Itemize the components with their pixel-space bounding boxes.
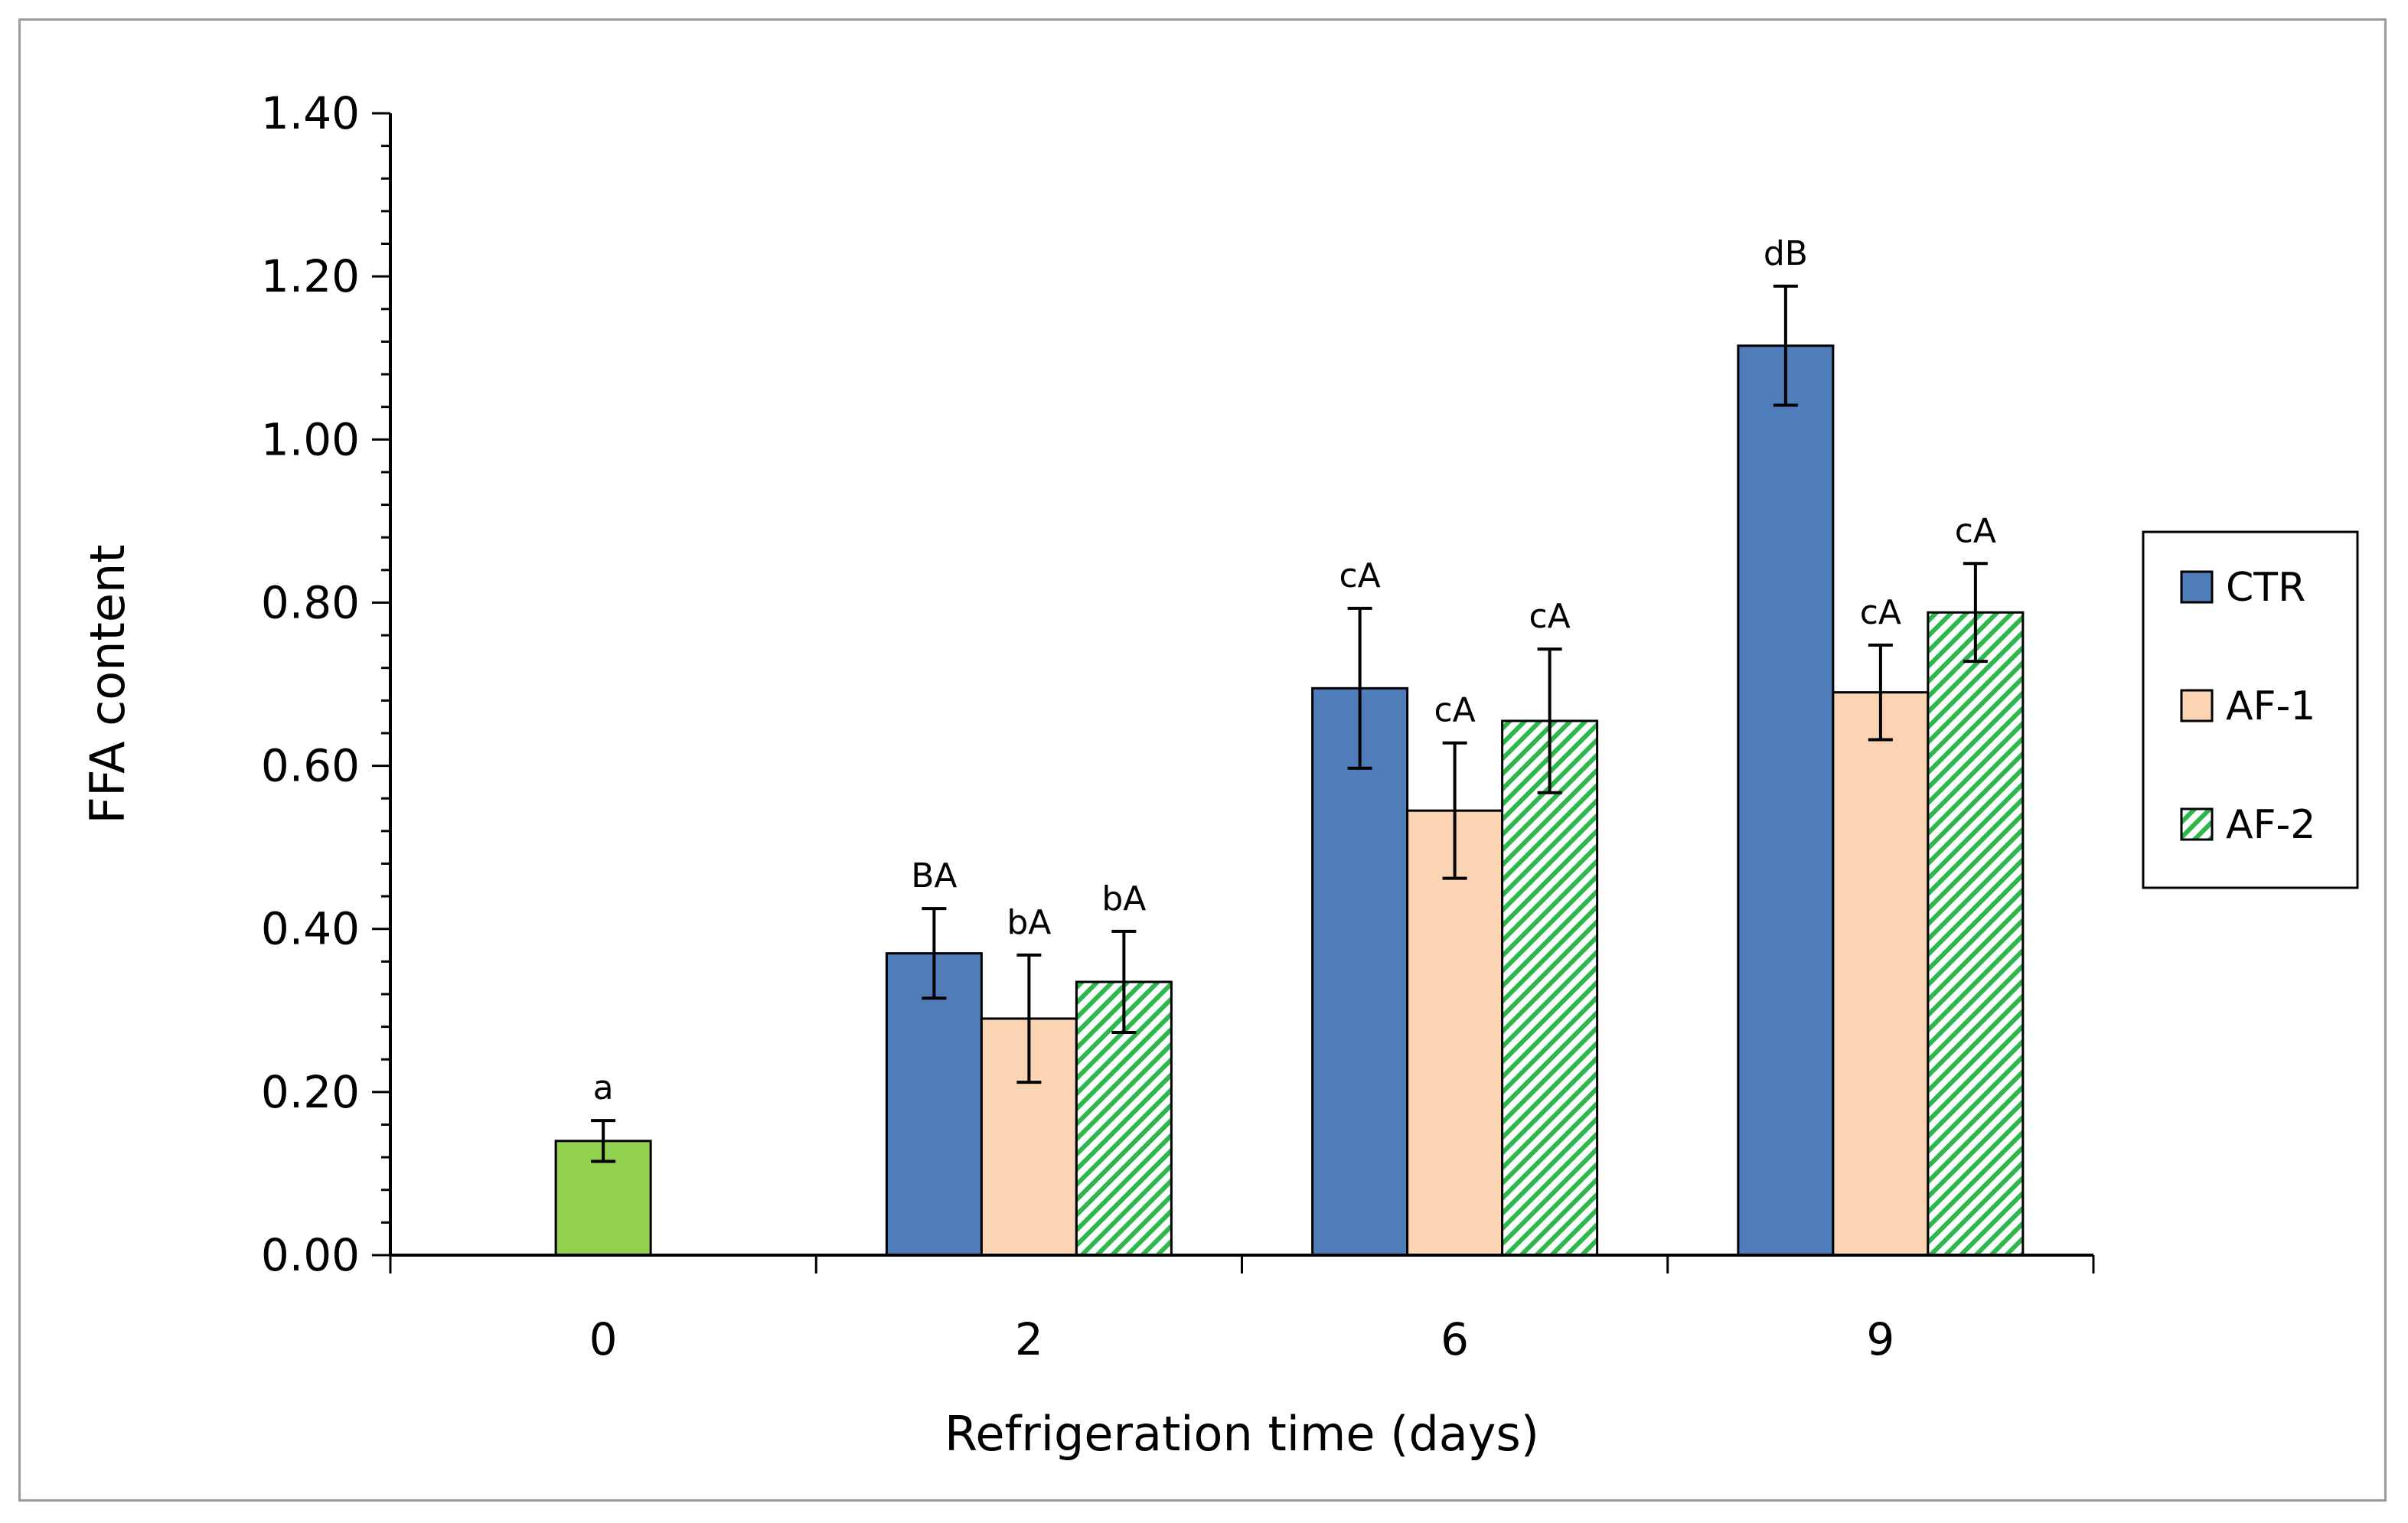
y-tick-label: 1.40 <box>261 87 360 139</box>
x-tick-label-day0: 0 <box>589 1313 618 1365</box>
error-bar-ctr-day2 <box>922 907 947 1000</box>
sig-label-ctr-day6: cA <box>1339 556 1380 595</box>
sig-label-af1-day6: cA <box>1434 691 1475 730</box>
y-tick-label: 1.00 <box>261 413 360 465</box>
sig-label-af1-day9: cA <box>1860 593 1901 632</box>
legend-swatch-af2 <box>2180 807 2214 841</box>
error-bar-af2-day2 <box>1111 929 1137 1035</box>
y-axis-title: FFA content <box>80 544 135 823</box>
sig-label-ctr-day9: dB <box>1764 234 1808 273</box>
error-bar-ctr-day6 <box>1347 606 1372 770</box>
x-tick-label-day6: 6 <box>1441 1313 1469 1365</box>
legend-swatch-af1 <box>2180 689 2214 722</box>
y-tick-label: 0.40 <box>261 903 360 955</box>
bar-af2-day9 <box>1927 611 2025 1257</box>
error-bar-ctr-day9 <box>1773 284 1798 407</box>
sig-label-af1-day2: bA <box>1007 903 1051 942</box>
sig-label-day0-initial: a <box>593 1068 614 1107</box>
error-bar-af2-day9 <box>1963 562 1988 664</box>
x-tick-label-day2: 2 <box>1015 1313 1043 1365</box>
sig-label-af2-day9: cA <box>1955 511 1996 550</box>
bar-ctr-day6 <box>1311 686 1409 1257</box>
bar-ctr-day9 <box>1737 344 1835 1257</box>
bar-af2-day6 <box>1501 719 1599 1257</box>
y-tick-label: 0.00 <box>261 1229 360 1281</box>
legend-box <box>2142 530 2359 889</box>
error-bar-af2-day6 <box>1537 647 1562 794</box>
error-bar-af1-day9 <box>1868 643 1893 742</box>
bar-ctr-day2 <box>885 952 983 1257</box>
legend-label-af1: AF-1 <box>2226 683 2315 729</box>
y-tick-label: 0.20 <box>261 1066 360 1118</box>
y-tick-label: 1.20 <box>261 250 360 302</box>
sig-label-ctr-day2: BA <box>911 856 957 895</box>
y-tick-label: 0.60 <box>261 740 360 792</box>
legend-label-af2: AF-2 <box>2226 802 2315 848</box>
legend-label-ctr: CTR <box>2226 565 2305 611</box>
x-axis-title: Refrigeration time (days) <box>945 1406 1539 1462</box>
error-bar-af1-day6 <box>1442 741 1467 880</box>
sig-label-af2-day6: cA <box>1529 597 1570 636</box>
legend-swatch-ctr <box>2180 570 2214 604</box>
error-bar-day0-initial <box>591 1119 616 1163</box>
sig-label-af2-day2: bA <box>1101 879 1146 918</box>
error-bar-af1-day2 <box>1016 953 1042 1084</box>
y-tick-label: 0.80 <box>261 576 360 628</box>
bar-af1-day9 <box>1832 691 1930 1257</box>
x-tick-label-day9: 9 <box>1866 1313 1894 1365</box>
